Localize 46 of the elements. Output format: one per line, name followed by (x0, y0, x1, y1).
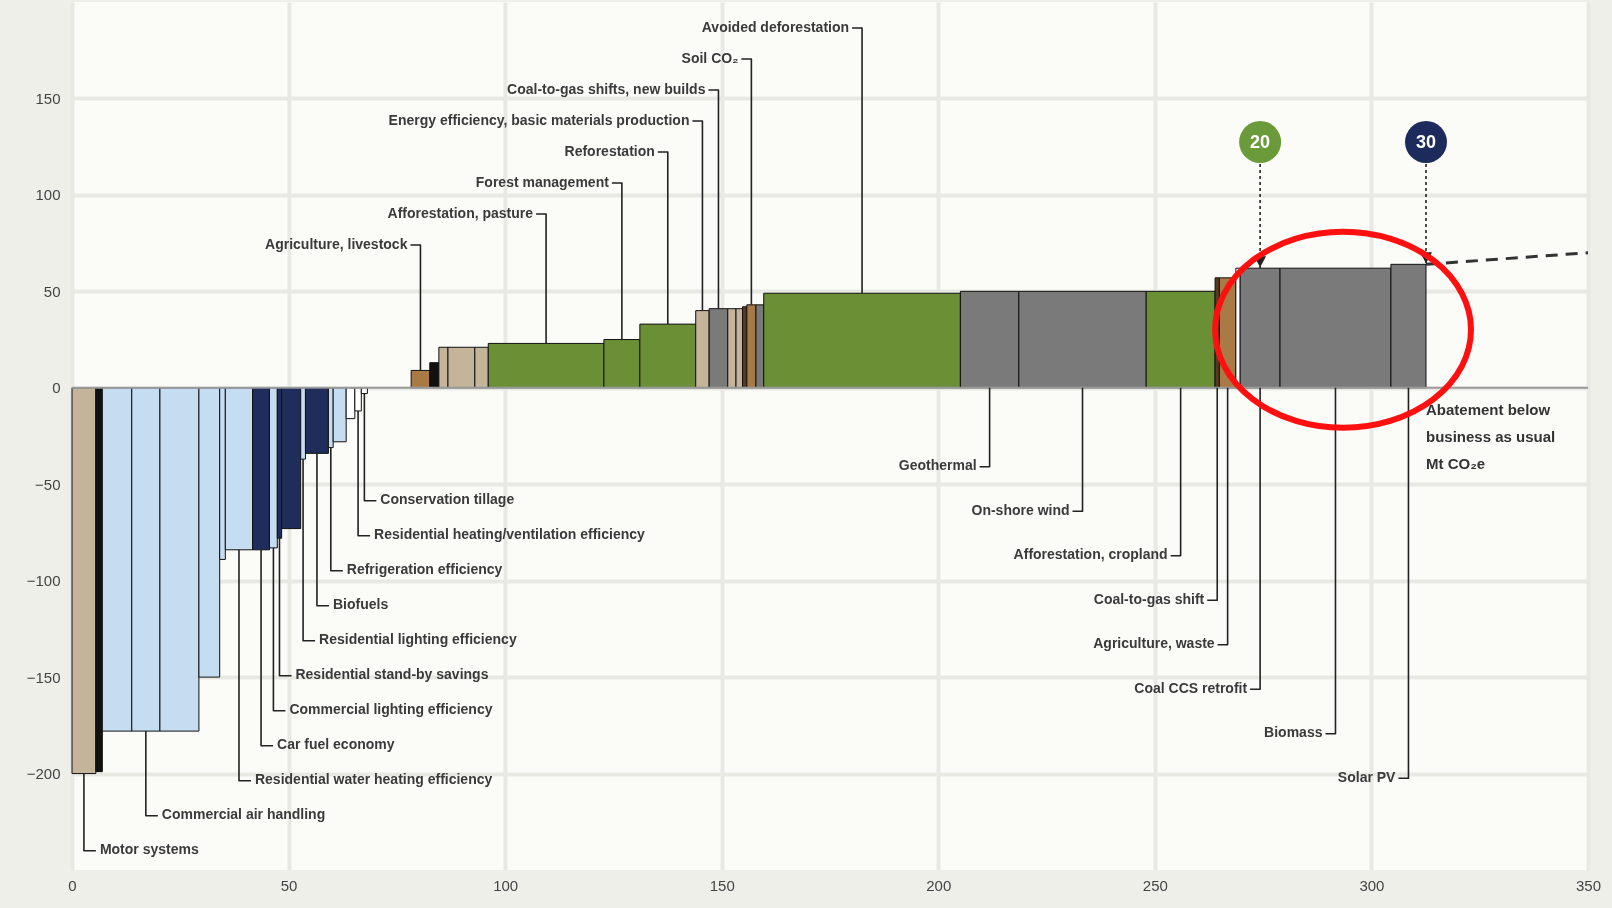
annotation: Energy efficiency, basic materials production (388, 111, 690, 128)
x-tick-label: 300 (1359, 876, 1385, 894)
annotation: Residential heating/ventilation efficiency (374, 526, 646, 543)
y-tick-label: 100 (35, 186, 61, 204)
annotation: Biofuels (332, 596, 389, 613)
annotation: On-shore wind (971, 501, 1070, 518)
annotation: Coal-to-gas shifts, new builds (507, 80, 706, 97)
annotation: Forest management (475, 173, 610, 190)
annotation: Afforestation, cropland (1013, 546, 1168, 563)
annotation: Commercial air handling (161, 806, 326, 823)
y-tick-label: −100 (26, 572, 61, 590)
x-tick-label: 150 (709, 876, 735, 894)
annotation: Motor systems (99, 841, 199, 858)
annotation: Coal-to-gas shift (1093, 590, 1205, 607)
annotation: Soil CO₂ (681, 49, 739, 66)
annotation: Car fuel economy (277, 736, 395, 753)
annotation: Residential stand-by savings (295, 666, 489, 683)
x-tick-label: 200 (926, 876, 952, 894)
annotation: Geothermal (898, 457, 977, 474)
annotation: Solar PV (1337, 768, 1397, 785)
annotation: Coal CCS retrofit (1134, 679, 1248, 696)
y-tick-label: −200 (26, 765, 61, 783)
x-tick-label: 0 (68, 876, 77, 894)
annotation: Residential lighting efficiency (319, 631, 517, 648)
annotation: 20 (1250, 131, 1271, 152)
y-tick-label: −50 (35, 475, 61, 493)
x-axis-title: Abatement below business as usual Mt CO₂e (1426, 400, 1556, 472)
y-tick-label: −150 (26, 668, 61, 686)
annotation: Avoided deforestation (701, 18, 850, 35)
annotation: 30 (1415, 131, 1437, 152)
annotation: Residential water heating efficiency (254, 771, 493, 788)
y-tick-label: 150 (35, 89, 61, 107)
y-tick-label: 50 (43, 282, 61, 300)
x-tick-label: 100 (493, 876, 519, 894)
annotation: Conservation tillage (380, 491, 515, 508)
annotation: Afforestation, pasture (387, 204, 534, 221)
annotation: Reforestation (564, 142, 655, 159)
x-tick-label: 350 (1575, 876, 1602, 894)
annotation: Biomass (1264, 724, 1323, 741)
annotation: Agriculture, waste (1093, 635, 1215, 652)
annotation: Agriculture, livestock (265, 235, 408, 252)
annotation: Refrigeration efficiency (346, 561, 503, 578)
annotation: Commercial lighting efficiency (289, 701, 493, 718)
x-tick-label: 250 (1142, 876, 1168, 894)
y-tick-label: 0 (52, 379, 61, 397)
x-tick-label: 50 (280, 876, 298, 894)
